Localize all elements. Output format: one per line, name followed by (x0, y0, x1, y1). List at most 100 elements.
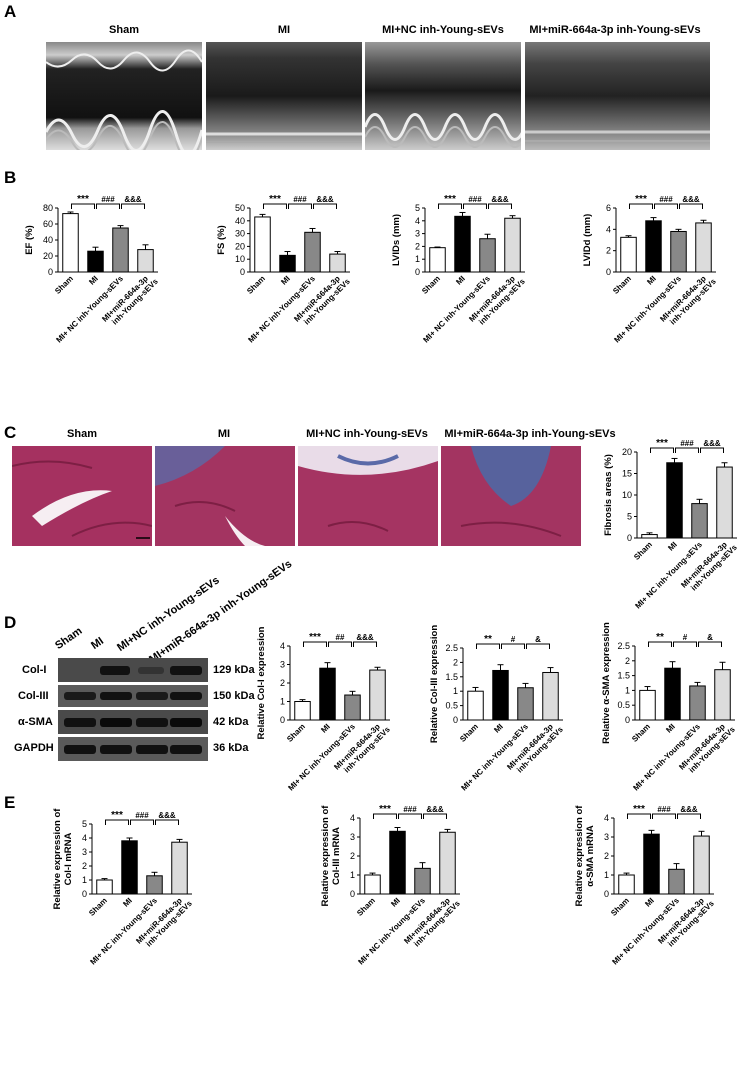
fs-sig-2: &&& (316, 195, 334, 204)
histo-image-nc (298, 446, 438, 546)
coli-mrna-xtick-label-3: MI+miR-664a-3pinh-Young-sEVs (134, 892, 194, 952)
asma-mrna-bar-0 (618, 874, 635, 895)
fs-ytick-label-2: 20 (235, 241, 245, 251)
echo-label-mi: MI (277, 24, 291, 36)
fs-ytick-label-4: 40 (235, 216, 245, 226)
coliii-wb-ylabel: Relative Col-III expression (429, 625, 440, 743)
ef-xtick-label-3: MI+miR-664a-3pinh-Young-sEVs (100, 270, 160, 330)
fs-xtick-label-3: MI+miR-664a-3pinh-Young-sEVs (292, 270, 352, 330)
ef-bracket-0 (71, 203, 95, 209)
fibrosis-bar-2 (691, 503, 708, 539)
fibrosis-sig-0: *** (656, 438, 668, 449)
lvidd-xtick-label-1: MI (645, 274, 658, 287)
asma-wb-ylabel-line-0: Relative α-SMA expression (601, 622, 612, 744)
coliii-wb-sig-1: # (511, 635, 516, 644)
coli-mrna-bracket-1 (130, 819, 154, 825)
coli-wb-bracket-0 (303, 641, 327, 647)
coli-wb-ylabel: Relative Col-I expression (256, 626, 267, 739)
lvids-ytick-label-5: 5 (415, 203, 420, 213)
histo-label-sham: Sham (67, 428, 97, 440)
fibrosis-xtick-label-1: MI (666, 540, 679, 553)
ef-sig-1: ### (101, 195, 115, 204)
asma-mrna-xtick-label-1: MI (643, 896, 656, 909)
ef-ytick-label-2: 40 (43, 235, 53, 245)
coliii-wb-sig-2: & (535, 635, 541, 644)
blot-label-gapdh: GAPDH (14, 742, 54, 754)
lvidd-bracket-0 (629, 203, 653, 209)
fs-ytick-label-1: 10 (235, 254, 245, 264)
coli-mrna-bracket-0 (105, 819, 129, 825)
coliii-mrna-xtick-label-3: MI+miR-664a-3pinh-Young-sEVs (402, 892, 462, 952)
coliii-mrna-sig-1: ### (403, 805, 417, 814)
asma-mrna-sig-0: *** (633, 804, 645, 815)
lvids-bracket-1 (463, 203, 487, 209)
coli-wb-xtick-label-3: MI+miR-664a-3pinh-Young-sEVs (332, 718, 392, 778)
coli-wb-xtick-label-1: MI (319, 722, 332, 735)
coli-wb-bracket-1 (328, 641, 352, 647)
fs-ytick-label-3: 30 (235, 229, 245, 239)
blot-kda-asma: 42 kDa (213, 716, 249, 728)
coli-mrna-bar-0 (96, 879, 113, 895)
asma-mrna-bar-3 (693, 835, 710, 895)
asma-mrna-xtick-label-3: MI+miR-664a-3pinh-Young-sEVs (656, 892, 716, 952)
fibrosis-sig-1: ### (680, 439, 694, 448)
fs-bracket-1 (288, 203, 312, 209)
fs-xtick-label-1: MI (279, 274, 292, 287)
coliii-mrna-ylabel-line-0: Relative expression of (320, 805, 331, 907)
lvids-ytick-label-2: 2 (415, 241, 420, 251)
panel-letter-c: C (4, 423, 17, 442)
coli-mrna-ylabel-line-0: Relative expression of (52, 808, 63, 910)
echo-label-nc: MI+NC inh-Young-sEVs (382, 24, 504, 36)
asma-mrna-ylabel: Relative expression ofα-SMA mRNA (574, 805, 596, 907)
coli-mrna-bar-1 (121, 840, 138, 895)
fibrosis-xtick-label-3: MI+miR-664a-3pinh-Young-sEVs (679, 536, 739, 596)
lvids-sig-2: &&& (491, 195, 509, 204)
fs-ylabel-line-0: FS (%) (216, 225, 227, 255)
coli-mrna-ytick-label-0: 0 (82, 889, 87, 899)
fibrosis-bar-0 (641, 534, 658, 539)
fibrosis-bar-3 (716, 466, 733, 539)
blot-label-coli: Col-I (22, 664, 47, 676)
coli-mrna-ytick-label-2: 2 (82, 861, 87, 871)
asma-wb-bracket-0 (648, 641, 672, 647)
coli-mrna-bar-2 (146, 875, 163, 895)
asma-mrna-ytick-label-1: 1 (604, 870, 609, 880)
fs-bracket-2 (313, 203, 337, 209)
lvids-sig-0: *** (444, 194, 456, 205)
lvids-bracket-2 (488, 203, 512, 209)
coli-wb-sig-2: &&& (356, 633, 374, 642)
fs-ytick-label-5: 50 (235, 203, 245, 213)
lvidd-bar-1 (645, 220, 662, 273)
blot-kda-coliii: 150 kDa (213, 690, 255, 702)
ef-ytick-label-3: 60 (43, 219, 53, 229)
lvids-bar-2 (479, 238, 496, 273)
fibrosis-bar-1 (666, 462, 683, 539)
coliii-mrna-ytick-label-1: 1 (350, 870, 355, 880)
asma-mrna-bracket-0 (627, 813, 651, 819)
histo-image-mi (155, 446, 295, 546)
asma-mrna-sig-2: &&& (680, 805, 698, 814)
ef-sig-2: &&& (124, 195, 142, 204)
coli-wb-sig-1: ## (336, 633, 345, 642)
fibrosis-ytick-label-2: 10 (622, 490, 632, 500)
fs-xtick-label-0: Sham (245, 274, 267, 296)
coli-wb-ytick-label-2: 2 (280, 678, 285, 688)
coli-mrna-bar-3 (171, 841, 188, 895)
coliii-wb-ytick-label-1: 0.5 (445, 701, 458, 711)
lvids-ytick-label-4: 4 (415, 216, 420, 226)
asma-mrna-sig-1: ### (657, 805, 671, 814)
coliii-wb-bracket-2 (526, 643, 550, 649)
echo-image-nc (365, 42, 521, 150)
coliii-wb-ytick-label-5: 2.5 (445, 643, 458, 653)
echo-label-mir: MI+miR-664a-3p inh-Young-sEVs (529, 24, 701, 36)
fs-bracket-0 (263, 203, 287, 209)
coliii-wb-bar-3 (542, 671, 559, 721)
coli-wb-ytick-label-1: 1 (280, 697, 285, 707)
blot-kda-gapdh: 36 kDa (213, 742, 249, 754)
blot-band-coliii (58, 685, 208, 707)
asma-wb-xtick-label-0: Sham (630, 722, 652, 744)
asma-mrna-ytick-label-4: 4 (604, 813, 609, 823)
fs-bar-0 (254, 216, 271, 273)
ef-bracket-2 (121, 203, 145, 209)
fibrosis-ytick-label-3: 15 (622, 469, 632, 479)
